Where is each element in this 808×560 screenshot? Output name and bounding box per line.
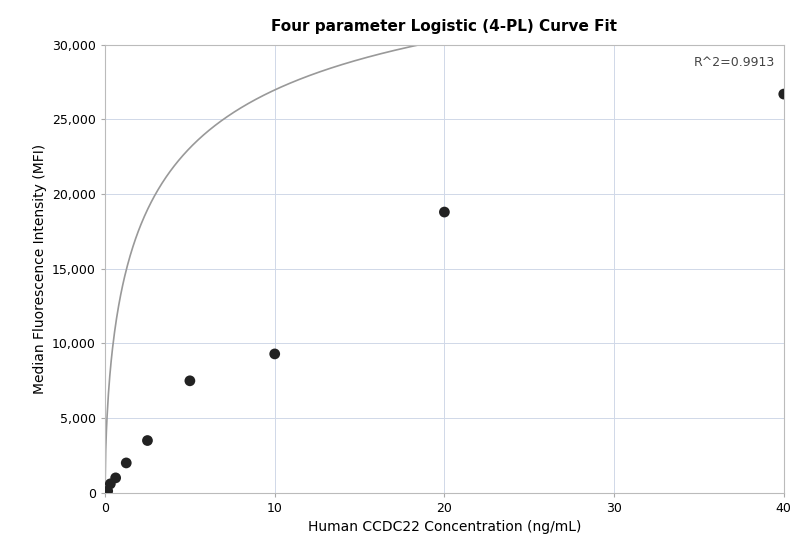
Point — [101, 487, 114, 496]
Point — [141, 436, 154, 445]
Point — [104, 479, 117, 488]
Point — [438, 208, 451, 217]
Point — [183, 376, 196, 385]
Point — [120, 459, 133, 468]
Point — [268, 349, 281, 358]
Text: R^2=0.9913: R^2=0.9913 — [694, 55, 775, 69]
Point — [109, 473, 122, 482]
Point — [100, 487, 113, 496]
X-axis label: Human CCDC22 Concentration (ng/mL): Human CCDC22 Concentration (ng/mL) — [308, 520, 581, 534]
Y-axis label: Median Fluorescence Intensity (MFI): Median Fluorescence Intensity (MFI) — [32, 144, 47, 394]
Point — [777, 90, 790, 99]
Title: Four parameter Logistic (4-PL) Curve Fit: Four parameter Logistic (4-PL) Curve Fit — [271, 19, 617, 34]
